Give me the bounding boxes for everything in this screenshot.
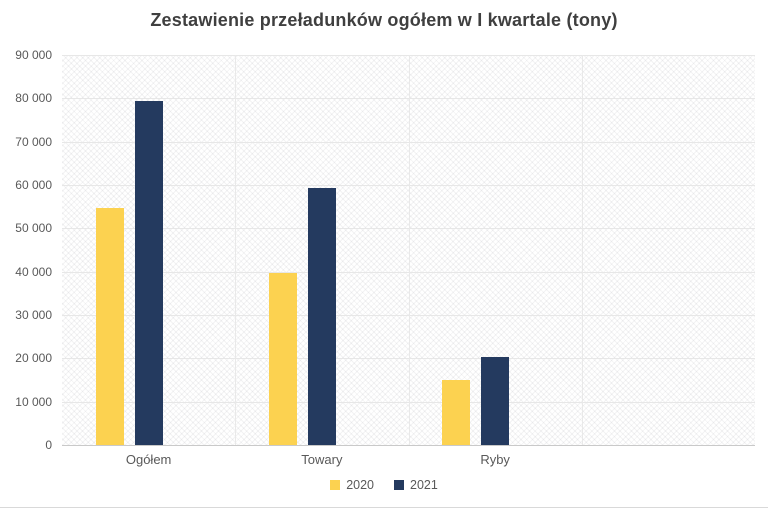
category-label: Ryby <box>480 452 510 467</box>
bar-2021-towary <box>307 188 336 445</box>
bottom-divider <box>0 507 768 508</box>
legend-swatch-icon <box>394 480 404 490</box>
legend-label: 2020 <box>346 478 374 492</box>
category-label: Towary <box>301 452 343 467</box>
y-tick-label: 70 000 <box>15 134 52 149</box>
bar-2021-ogółem <box>134 101 163 445</box>
y-tick-label: 0 <box>45 438 52 452</box>
y-tick-label: 20 000 <box>15 351 52 366</box>
y-tick-label: 30 000 <box>15 308 52 322</box>
y-tick-label: 40 000 <box>15 264 52 279</box>
category-label: Ogółem <box>125 452 172 467</box>
y-axis: 0 10 000 20 000 30 000 40 000 50 000 60 000 70 … <box>0 48 52 452</box>
legend-item-2021: 2021 <box>394 478 438 492</box>
bar-2020-ogółem <box>95 208 124 445</box>
y-tick-label: 50 000 <box>15 221 52 236</box>
plot-area <box>62 55 755 446</box>
chart-title: Zestawienie przeładunków ogółem w I kwar… <box>150 10 618 30</box>
y-tick-label: 60 000 <box>15 178 52 192</box>
bar-2020-towary <box>268 273 297 445</box>
bar-2020-ryby <box>442 380 471 445</box>
y-tick-label: 90 000 <box>15 48 52 62</box>
legend-label: 2021 <box>410 478 438 492</box>
y-tick-label: 10 000 <box>15 394 52 409</box>
legend: 2020 2021 <box>0 478 768 492</box>
legend-item-2020: 2020 <box>330 478 374 492</box>
category-separator <box>408 55 410 445</box>
y-tick-label: 80 000 <box>15 91 52 106</box>
legend-swatch-icon <box>330 480 341 490</box>
category-separator <box>581 55 583 445</box>
x-axis: Ogółem Towary Ryby <box>62 450 755 470</box>
category-separator <box>235 55 237 445</box>
bar-2021-ryby <box>481 357 510 445</box>
